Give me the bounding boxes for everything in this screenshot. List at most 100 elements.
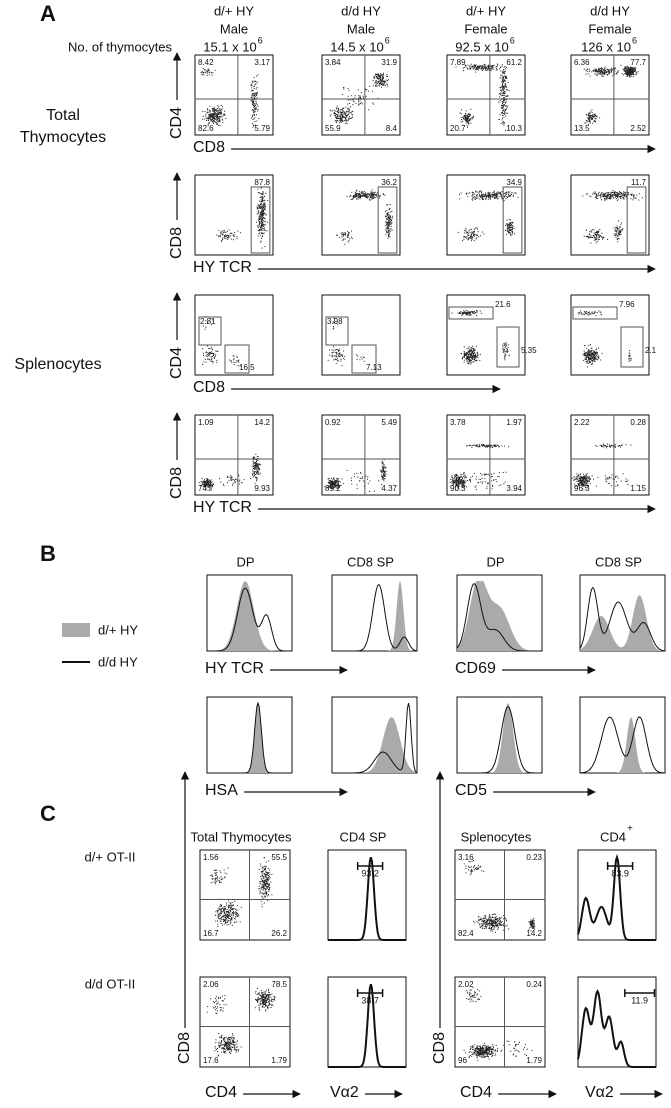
dot: [460, 482, 461, 483]
dot: [349, 112, 350, 113]
dot: [624, 192, 625, 193]
dot: [207, 482, 208, 483]
dot: [225, 238, 226, 239]
dot: [348, 88, 349, 89]
dot: [478, 68, 479, 69]
dot: [329, 355, 330, 356]
dot: [590, 362, 591, 363]
dot: [208, 120, 209, 121]
dot: [372, 197, 373, 198]
dot: [385, 467, 386, 468]
dot: [584, 69, 585, 70]
dot: [587, 356, 588, 357]
dot: [455, 481, 456, 482]
dot: [462, 312, 463, 313]
dot: [360, 96, 361, 97]
dot: [253, 464, 254, 465]
dot: [472, 118, 473, 119]
gate: [627, 187, 646, 253]
dot: [384, 81, 385, 82]
dot: [384, 195, 385, 196]
dot: [471, 237, 472, 238]
dot: [615, 235, 616, 236]
dot: [336, 354, 337, 355]
dot: [258, 75, 259, 76]
dot: [235, 479, 236, 480]
dot: [261, 199, 262, 200]
dot: [630, 445, 631, 446]
dot: [501, 81, 502, 82]
dot: [260, 473, 261, 474]
dot: [581, 313, 582, 314]
dot: [501, 123, 502, 124]
dot: [259, 224, 260, 225]
dot: [623, 199, 624, 200]
dot: [227, 482, 228, 483]
dot: [623, 197, 624, 198]
dot: [470, 312, 471, 313]
dot: [218, 111, 219, 112]
dot: [485, 474, 486, 475]
dot: [349, 196, 350, 197]
dot: [486, 486, 487, 487]
dot: [588, 315, 589, 316]
dot: [494, 197, 495, 198]
dot: [337, 116, 338, 117]
dot: [628, 70, 629, 71]
dot: [358, 197, 359, 198]
dot: [614, 233, 615, 234]
panel-letter: B: [40, 541, 56, 566]
dot: [244, 479, 245, 480]
dot: [355, 95, 356, 96]
dot: [390, 212, 391, 213]
dot: [606, 447, 607, 448]
dot: [222, 234, 223, 235]
dot: [507, 349, 508, 350]
dot: [609, 444, 610, 445]
dot: [492, 194, 493, 195]
gate-value: 11.7: [631, 178, 647, 187]
dot: [261, 232, 262, 233]
dot: [340, 110, 341, 111]
gate-value: 5.35: [521, 346, 537, 355]
dot: [462, 240, 463, 241]
dot: [621, 481, 622, 482]
dot: [583, 479, 584, 480]
dot: [362, 103, 363, 104]
dot: [346, 115, 347, 116]
dot: [258, 109, 259, 110]
dot: [588, 113, 589, 114]
dot: [497, 64, 498, 65]
dot: [347, 116, 348, 117]
dot: [610, 198, 611, 199]
dot: [584, 478, 585, 479]
dot: [348, 100, 349, 101]
dot: [632, 199, 633, 200]
dot: [481, 192, 482, 193]
dot: [503, 69, 504, 70]
dot: [600, 360, 601, 361]
dot: [466, 354, 467, 355]
dot: [586, 359, 587, 360]
dot: [591, 230, 592, 231]
dot: [473, 348, 474, 349]
dot: [583, 474, 584, 475]
dot: [598, 356, 599, 357]
dot: [348, 108, 349, 109]
dot: [357, 196, 358, 197]
dot: [255, 468, 256, 469]
dot: [371, 193, 372, 194]
dot: [476, 198, 477, 199]
dot: [468, 239, 469, 240]
dot: [351, 199, 352, 200]
dot: [374, 83, 375, 84]
dot: [474, 194, 475, 195]
dot: [608, 483, 609, 484]
dot: [600, 196, 601, 197]
dot: [470, 68, 471, 69]
dot: [263, 206, 264, 207]
dot: [336, 481, 337, 482]
dot: [215, 122, 216, 123]
dot: [227, 235, 228, 236]
dot: [207, 109, 208, 110]
